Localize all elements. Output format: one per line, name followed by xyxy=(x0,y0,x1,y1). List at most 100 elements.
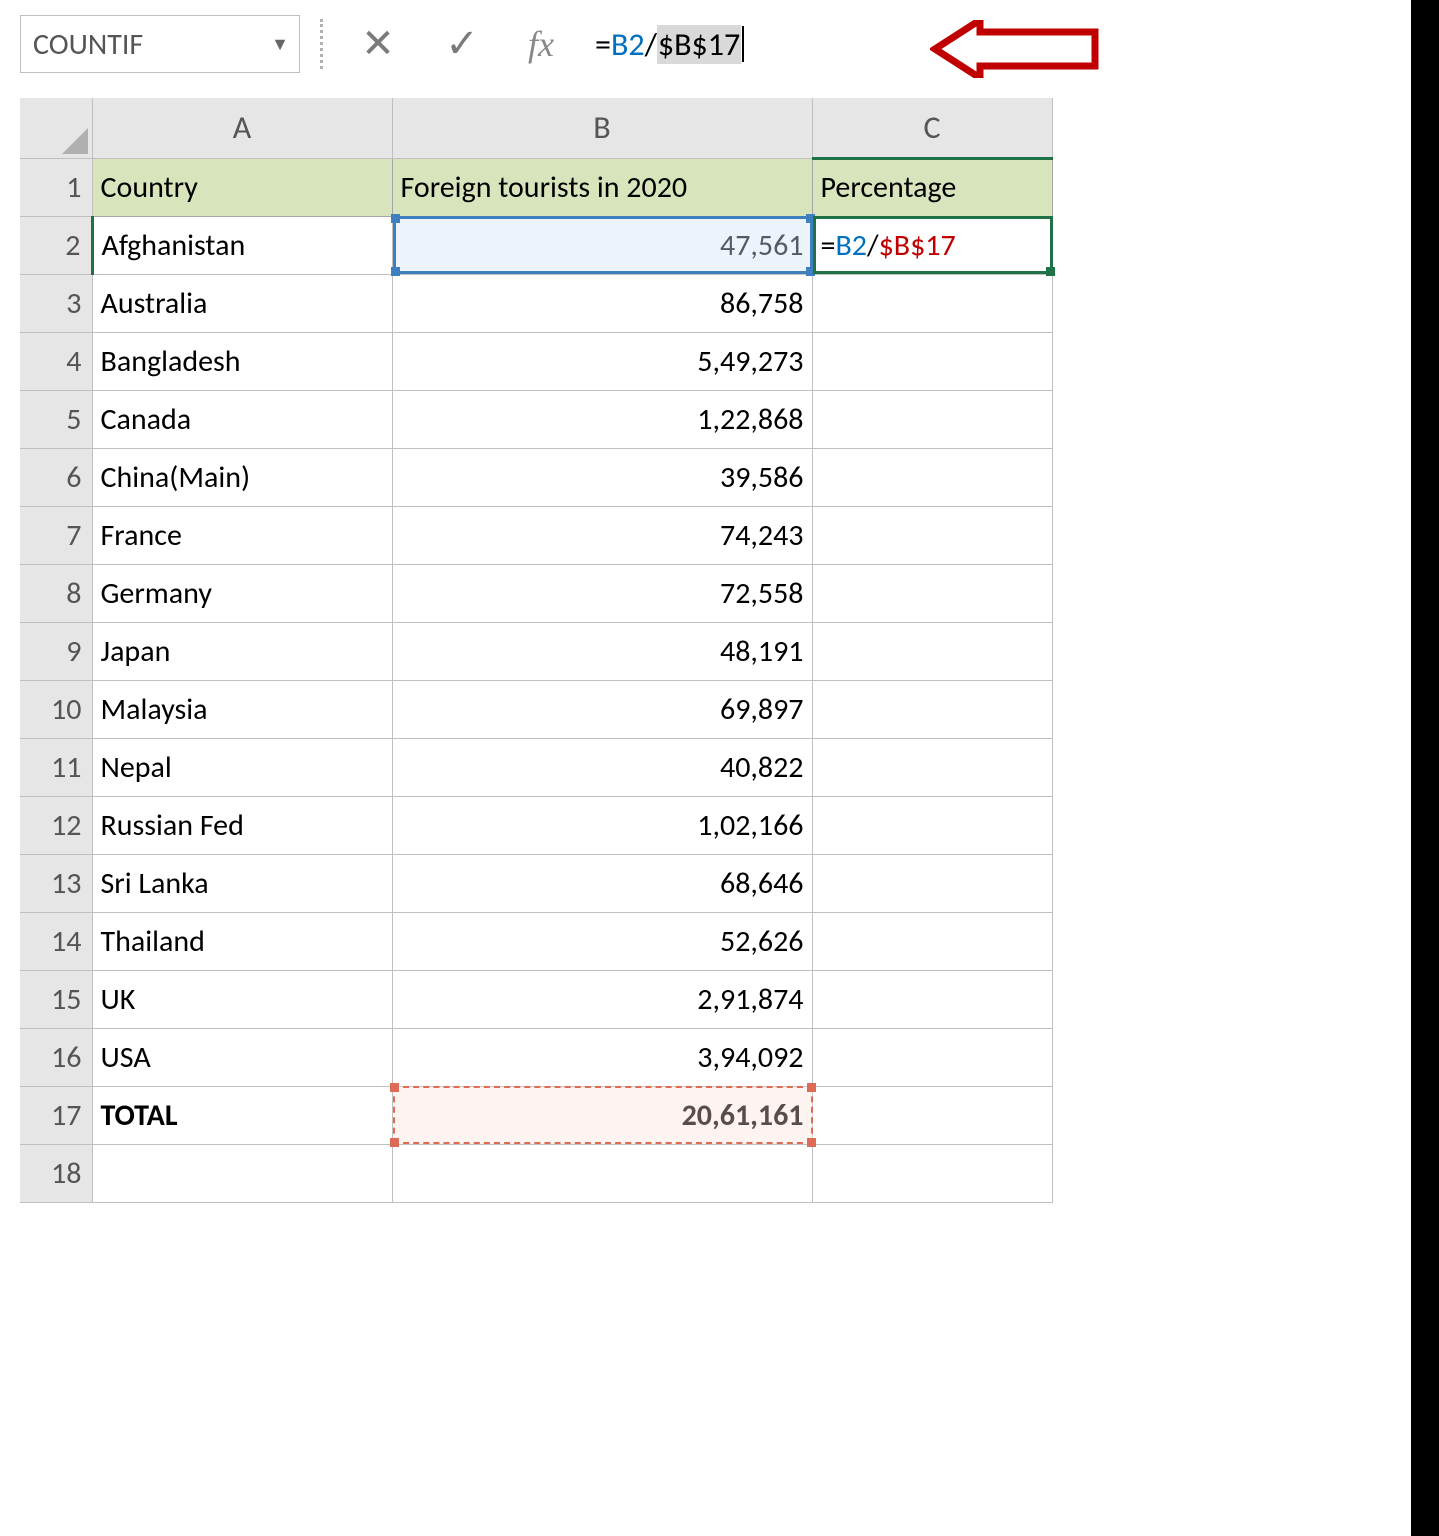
formula-bar: COUNTIF ▼ ✕ ✓ fx =B2/$B$17 xyxy=(20,10,1080,78)
col-header-b[interactable]: B xyxy=(392,98,812,158)
formula-ref-b2: B2 xyxy=(611,25,645,64)
callout-arrow-icon xyxy=(930,20,1100,78)
table-row: 3Australia86,758 xyxy=(20,274,1052,332)
cell-b13[interactable]: 68,646 xyxy=(392,854,812,912)
cell-c9[interactable] xyxy=(812,622,1052,680)
cancel-button[interactable]: ✕ xyxy=(343,15,413,73)
row-header-7[interactable]: 7 xyxy=(20,506,92,564)
row-header-14[interactable]: 14 xyxy=(20,912,92,970)
cell-c8[interactable] xyxy=(812,564,1052,622)
cell-a18[interactable] xyxy=(92,1144,392,1202)
row-header-10[interactable]: 10 xyxy=(20,680,92,738)
row-header-6[interactable]: 6 xyxy=(20,448,92,506)
cell-b17[interactable]: 20,61,161 xyxy=(392,1086,812,1144)
cell-b7[interactable]: 74,243 xyxy=(392,506,812,564)
row-header-15[interactable]: 15 xyxy=(20,970,92,1028)
cell-c10[interactable] xyxy=(812,680,1052,738)
cell-a16[interactable]: USA xyxy=(92,1028,392,1086)
cell-c14[interactable] xyxy=(812,912,1052,970)
cell-b4[interactable]: 5,49,273 xyxy=(392,332,812,390)
cell-a8[interactable]: Germany xyxy=(92,564,392,622)
cell-a12[interactable]: Russian Fed xyxy=(92,796,392,854)
cell-a1[interactable]: Country xyxy=(92,158,392,216)
x-icon: ✕ xyxy=(361,21,395,67)
cell-formula-ref2: $B$17 xyxy=(879,227,956,264)
select-all-corner[interactable] xyxy=(20,98,92,158)
cell-a2[interactable]: Afghanistan xyxy=(92,216,392,274)
cell-a15[interactable]: UK xyxy=(92,970,392,1028)
cell-c4[interactable] xyxy=(812,332,1052,390)
table-row: 9Japan48,191 xyxy=(20,622,1052,680)
cell-c15[interactable] xyxy=(812,970,1052,1028)
row-header-4[interactable]: 4 xyxy=(20,332,92,390)
cell-a6[interactable]: China(Main) xyxy=(92,448,392,506)
cell-b1[interactable]: Foreign tourists in 2020 xyxy=(392,158,812,216)
cell-b11[interactable]: 40,822 xyxy=(392,738,812,796)
cell-c7[interactable] xyxy=(812,506,1052,564)
cell-b15[interactable]: 2,91,874 xyxy=(392,970,812,1028)
cell-c2[interactable]: =B2/$B$17 xyxy=(812,216,1052,274)
row-header-16[interactable]: 16 xyxy=(20,1028,92,1086)
cell-b14[interactable]: 52,626 xyxy=(392,912,812,970)
cell-a5[interactable]: Canada xyxy=(92,390,392,448)
cell-b3[interactable]: 86,758 xyxy=(392,274,812,332)
cell-c3[interactable] xyxy=(812,274,1052,332)
insert-function-button[interactable]: fx xyxy=(511,23,571,65)
row-header-1[interactable]: 1 xyxy=(20,158,92,216)
cell-a3[interactable]: Australia xyxy=(92,274,392,332)
table-row: 10Malaysia69,897 xyxy=(20,680,1052,738)
row-header-11[interactable]: 11 xyxy=(20,738,92,796)
worksheet[interactable]: A B C 1 Country Foreign tourists in 2020… xyxy=(20,98,1080,1203)
cell-a10[interactable]: Malaysia xyxy=(92,680,392,738)
cell-c13[interactable] xyxy=(812,854,1052,912)
cell-b5[interactable]: 1,22,868 xyxy=(392,390,812,448)
cell-b10[interactable]: 69,897 xyxy=(392,680,812,738)
cell-b12[interactable]: 1,02,166 xyxy=(392,796,812,854)
cell-c11[interactable] xyxy=(812,738,1052,796)
cell-a14[interactable]: Thailand xyxy=(92,912,392,970)
row-header-2[interactable]: 2 xyxy=(20,216,92,274)
row-header-17[interactable]: 17 xyxy=(20,1086,92,1144)
cell-b2[interactable]: 47,561 xyxy=(392,216,812,274)
col-header-a[interactable]: A xyxy=(92,98,392,158)
row-header-18[interactable]: 18 xyxy=(20,1144,92,1202)
cell-a17[interactable]: TOTAL xyxy=(92,1086,392,1144)
row-header-9[interactable]: 9 xyxy=(20,622,92,680)
cell-b18[interactable] xyxy=(392,1144,812,1202)
excel-window: COUNTIF ▼ ✕ ✓ fx =B2/$B$17 A B C xyxy=(0,0,1080,1203)
blank-row: 18 xyxy=(20,1144,1052,1202)
cell-a7[interactable]: France xyxy=(92,506,392,564)
row-header-12[interactable]: 12 xyxy=(20,796,92,854)
col-header-c[interactable]: C xyxy=(812,98,1052,158)
enter-button[interactable]: ✓ xyxy=(427,15,497,73)
cell-b16[interactable]: 3,94,092 xyxy=(392,1028,812,1086)
formula-input[interactable]: =B2/$B$17 xyxy=(585,25,744,64)
grid-table: A B C 1 Country Foreign tourists in 2020… xyxy=(20,98,1053,1203)
cell-c12[interactable] xyxy=(812,796,1052,854)
chevron-down-icon[interactable]: ▼ xyxy=(271,33,289,55)
formula-slash: / xyxy=(645,25,657,64)
cell-b6[interactable]: 39,586 xyxy=(392,448,812,506)
cell-a13[interactable]: Sri Lanka xyxy=(92,854,392,912)
row-header-13[interactable]: 13 xyxy=(20,854,92,912)
text-cursor xyxy=(742,26,744,62)
row-header-5[interactable]: 5 xyxy=(20,390,92,448)
cell-b9[interactable]: 48,191 xyxy=(392,622,812,680)
cell-c18[interactable] xyxy=(812,1144,1052,1202)
cell-a11[interactable]: Nepal xyxy=(92,738,392,796)
cell-c1[interactable]: Percentage xyxy=(812,158,1052,216)
total-row: 17 TOTAL 20,61,161 xyxy=(20,1086,1052,1144)
cell-b8[interactable]: 72,558 xyxy=(392,564,812,622)
cell-formula-ref1: B2 xyxy=(835,227,867,264)
cell-c5[interactable] xyxy=(812,390,1052,448)
name-box[interactable]: COUNTIF ▼ xyxy=(20,15,300,73)
cell-a9[interactable]: Japan xyxy=(92,622,392,680)
row-header-8[interactable]: 8 xyxy=(20,564,92,622)
cell-c16[interactable] xyxy=(812,1028,1052,1086)
cell-a4[interactable]: Bangladesh xyxy=(92,332,392,390)
cell-c17[interactable] xyxy=(812,1086,1052,1144)
row-header-3[interactable]: 3 xyxy=(20,274,92,332)
check-icon: ✓ xyxy=(445,21,479,67)
cell-c6[interactable] xyxy=(812,448,1052,506)
table-row: 8Germany72,558 xyxy=(20,564,1052,622)
